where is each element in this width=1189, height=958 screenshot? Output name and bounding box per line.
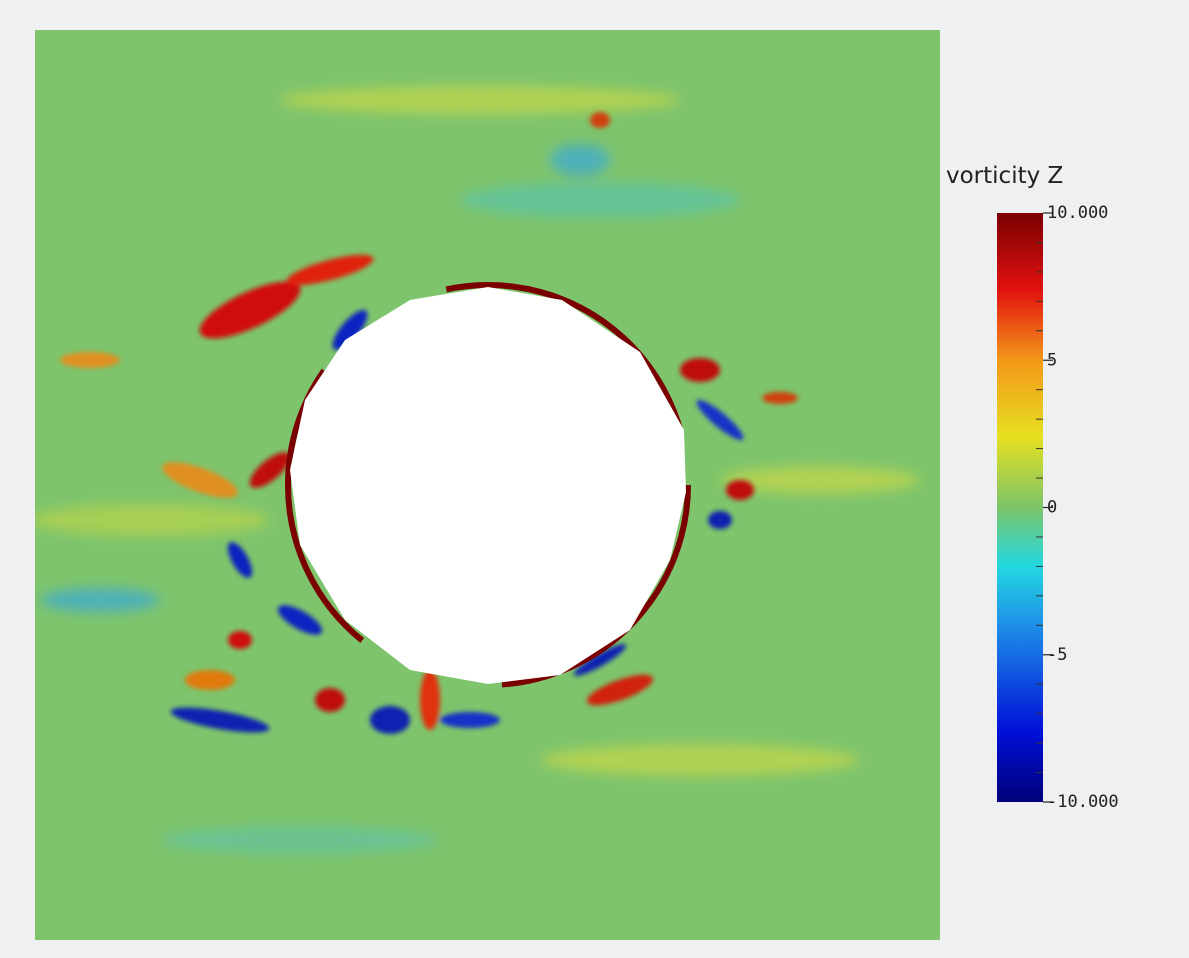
- colorbar-tick-label: -10.000: [1047, 792, 1119, 812]
- colorbar-tick-label: 10.000: [1047, 203, 1108, 223]
- colorbar-title: vorticity Z: [946, 163, 1063, 189]
- colorbar-tick-label: -5: [1047, 645, 1067, 665]
- viewport: vorticity Z 10.000 5 0 -5 -10.000: [0, 0, 1189, 958]
- vorticity-field: [30, 30, 940, 940]
- colorbar-tick-label: 0: [1047, 498, 1057, 518]
- colorbar-tick-label: 5: [1047, 350, 1057, 370]
